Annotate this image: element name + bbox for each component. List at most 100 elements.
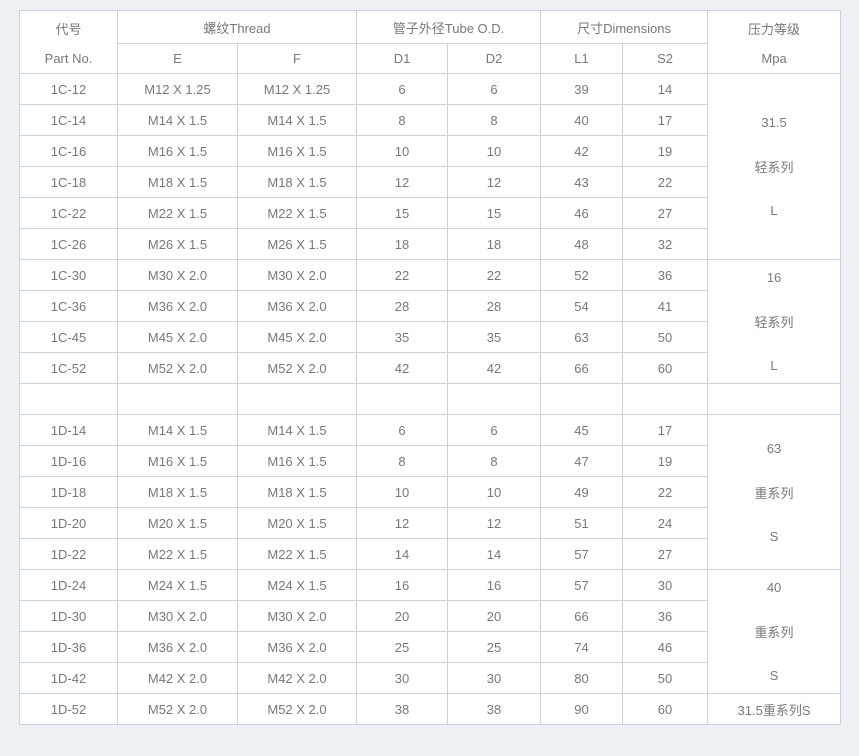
cell-s2: 50 — [622, 662, 709, 694]
cell-part-no — [19, 383, 118, 415]
cell-d1: 12 — [356, 166, 449, 198]
pressure-line: 重系列 — [754, 625, 794, 640]
cell-part-no: 1D-14 — [19, 414, 118, 446]
cell-part-no: 1C-36 — [19, 290, 118, 322]
cell-f: M16 X 1.5 — [236, 135, 358, 167]
cell-d1 — [356, 383, 449, 415]
cell-d2: 8 — [447, 104, 542, 136]
cell-l1: 42 — [540, 135, 624, 167]
table-row: 1D-52 M52 X 2.0 M52 X 2.0 38 38 90 60 31.5重系列S — [19, 693, 842, 725]
cell-d2: 8 — [447, 445, 542, 477]
cell-e: M24 X 1.5 — [117, 569, 238, 601]
cell-s2: 46 — [622, 631, 709, 663]
header-col-e: E — [117, 43, 238, 74]
table-row: 1C-18 M18 X 1.5 M18 X 1.5 12 12 43 22 — [19, 166, 841, 198]
cell-d1: 35 — [356, 321, 449, 353]
cell-d1: 8 — [356, 445, 449, 477]
cell-d2: 22 — [447, 259, 542, 291]
header-pressure-cn: 压力等级 — [748, 21, 801, 37]
cell-f: M14 X 1.5 — [236, 414, 358, 446]
table-row: 1C-14 M14 X 1.5 M14 X 1.5 8 8 40 17 — [19, 104, 841, 136]
cell-e: M36 X 2.0 — [117, 290, 238, 322]
cell-part-no: 1D-36 — [19, 631, 118, 663]
cell-e: M52 X 2.0 — [117, 352, 238, 384]
header-tube-od: 管子外径Tube O.D. — [356, 10, 542, 44]
cell-f: M52 X 2.0 — [236, 693, 358, 725]
cell-d1: 12 — [356, 507, 449, 539]
cell-d2: 42 — [447, 352, 542, 384]
cell-f: M16 X 1.5 — [236, 445, 358, 477]
cell-l1: 48 — [540, 228, 624, 260]
cell-f: M22 X 1.5 — [236, 197, 358, 229]
cell-d1: 15 — [356, 197, 449, 229]
table-row: 1C-45 M45 X 2.0 M45 X 2.0 35 35 63 50 — [19, 321, 841, 353]
cell-e: M14 X 1.5 — [117, 104, 238, 136]
header-part-no-en: Part No. — [44, 50, 93, 66]
table-row: 1C-26 M26 X 1.5 M26 X 1.5 18 18 48 32 — [19, 228, 841, 260]
cell-pressure-rating: 31.5重系列S — [707, 693, 842, 725]
cell-part-no: 1C-30 — [19, 259, 118, 291]
cell-e: M12 X 1.25 — [117, 73, 238, 105]
header-row-sub: E F D1 D2 L1 S2 — [20, 43, 841, 74]
cell-d2: 20 — [447, 600, 542, 632]
cell-e: M18 X 1.5 — [117, 476, 238, 508]
cell-e: M26 X 1.5 — [117, 228, 238, 260]
cell-d2: 10 — [447, 135, 542, 167]
cell-d1: 18 — [356, 228, 449, 260]
cell-s2: 19 — [622, 135, 709, 167]
cell-d1: 10 — [356, 476, 449, 508]
header-col-l1: L1 — [540, 43, 624, 74]
cell-d2: 15 — [447, 197, 542, 229]
cell-e: M16 X 1.5 — [117, 135, 238, 167]
cell-s2: 14 — [622, 73, 709, 105]
cell-f: M18 X 1.5 — [236, 476, 358, 508]
pressure-line: 重系列 — [754, 485, 794, 501]
spec-table-body: 1C-12 M12 X 1.25 M12 X 1.25 6 6 39 14 31.5 轻系列 L 1… — [19, 73, 842, 725]
cell-s2: 60 — [622, 352, 709, 384]
table-row: 1D-14 M14 X 1.5 M14 X 1.5 6 6 45 17 63 重系列 S — [19, 414, 842, 570]
cell-l1: 39 — [540, 73, 624, 105]
cell-l1: 66 — [540, 352, 624, 384]
cell-d1: 20 — [356, 600, 449, 632]
cell-part-no: 1C-16 — [19, 135, 118, 167]
cell-d1: 14 — [356, 538, 449, 570]
cell-f: M36 X 2.0 — [236, 290, 358, 322]
cell-s2: 17 — [622, 104, 709, 136]
cell-s2 — [622, 383, 709, 415]
table-row: 1D-30 M30 X 2.0 M30 X 2.0 20 20 66 36 — [19, 600, 841, 632]
table-row: 1D-36 M36 X 2.0 M36 X 2.0 25 25 74 46 — [19, 631, 841, 663]
cell-d1: 22 — [356, 259, 449, 291]
table-row: 1C-30 M30 X 2.0 M30 X 2.0 22 22 52 36 16 轻系列 L — [19, 259, 842, 384]
cell-e: M42 X 2.0 — [117, 662, 238, 694]
cell-e: M22 X 1.5 — [117, 538, 238, 570]
header-col-d2: D2 — [447, 43, 542, 74]
cell-part-no: 1C-12 — [19, 73, 118, 105]
cell-d2 — [447, 383, 542, 415]
cell-e: M52 X 2.0 — [117, 693, 238, 725]
cell-part-no: 1C-26 — [19, 228, 118, 260]
cell-d1: 10 — [356, 135, 449, 167]
cell-s2: 36 — [622, 600, 709, 632]
header-col-s2: S2 — [622, 43, 709, 74]
cell-d2: 25 — [447, 631, 542, 663]
cell-part-no: 1C-22 — [19, 197, 118, 229]
cell-s2: 19 — [622, 445, 709, 477]
cell-l1: 54 — [540, 290, 624, 322]
table-row: 1D-24 M24 X 1.5 M24 X 1.5 16 16 57 30 40 重系列 S — [19, 569, 842, 694]
pressure-line: 63 — [766, 440, 782, 456]
cell-e: M30 X 2.0 — [117, 259, 238, 291]
cell-d2: 10 — [447, 476, 542, 508]
cell-e: M20 X 1.5 — [117, 507, 238, 539]
cell-pressure-rating: 40 重系列 S — [707, 569, 842, 694]
cell-part-no: 1D-30 — [19, 600, 118, 632]
cell-e: M22 X 1.5 — [117, 197, 238, 229]
cell-l1: 40 — [540, 104, 624, 136]
cell-d2: 16 — [447, 569, 542, 601]
pressure-line: 轻系列 — [754, 160, 794, 175]
pressure-line: 轻系列 — [754, 315, 794, 330]
cell-part-no: 1D-22 — [19, 538, 118, 570]
cell-l1: 49 — [540, 476, 624, 508]
cell-f: M20 X 1.5 — [236, 507, 358, 539]
header-part-no: 代号 Part No. — [19, 10, 118, 74]
cell-l1: 47 — [540, 445, 624, 477]
